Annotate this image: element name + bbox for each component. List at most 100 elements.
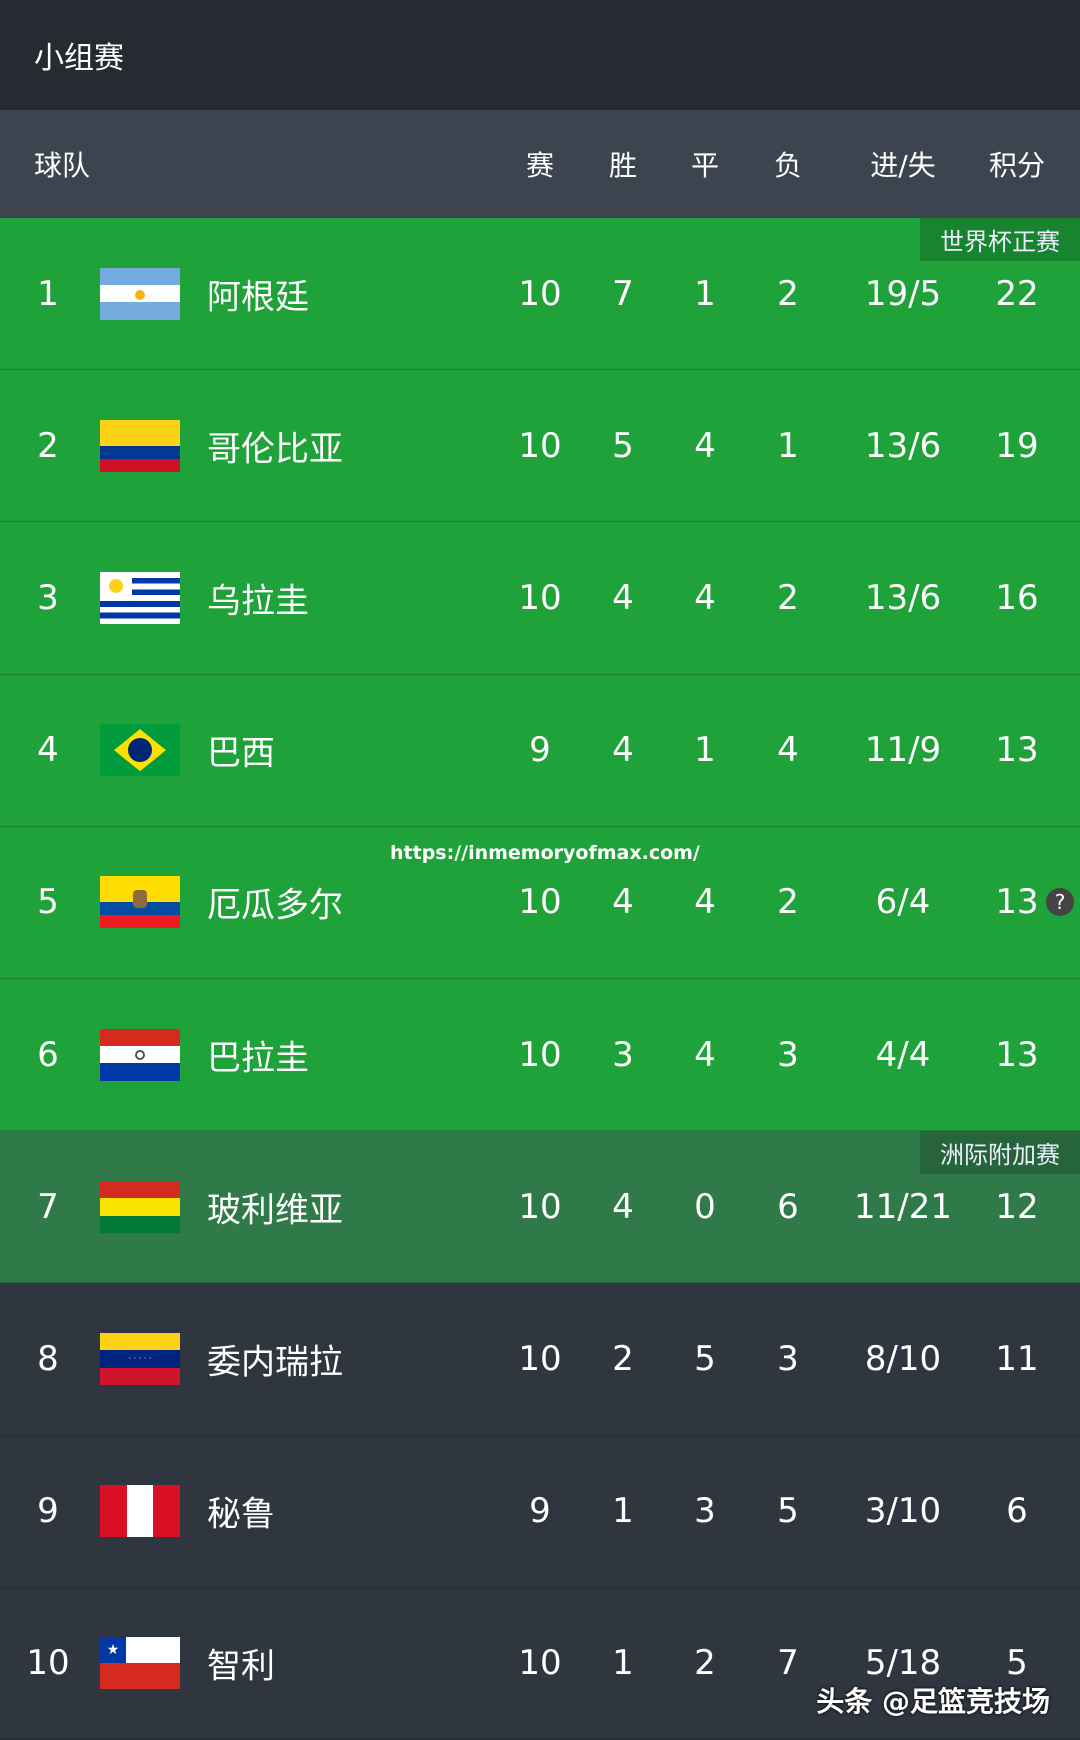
- flag-paraguay-icon: [100, 1028, 180, 1081]
- rank: 8: [37, 1338, 59, 1379]
- zone-label-qualify: 世界杯正赛: [920, 218, 1080, 261]
- table-row[interactable]: 2 哥伦比亚 10 5 4 1 13/6 19: [0, 370, 1080, 523]
- stat-pts: 13: [995, 730, 1039, 771]
- flag-peru-icon: [100, 1485, 180, 1538]
- stat-w: 4: [612, 577, 634, 618]
- rank: 3: [37, 577, 59, 618]
- stat-p: 10: [518, 425, 562, 466]
- stat-w: 4: [612, 1186, 634, 1227]
- stat-g: 19/5: [864, 273, 942, 314]
- flag-colombia-icon: [100, 419, 180, 472]
- stat-d: 2: [694, 1643, 716, 1684]
- stat-pts: 16: [995, 577, 1039, 618]
- table-row[interactable]: 6 巴拉圭 10 3 4 3 4/4 13: [0, 978, 1080, 1132]
- team-name[interactable]: 厄瓜多尔: [207, 885, 343, 926]
- team-name[interactable]: 委内瑞拉: [207, 1342, 343, 1383]
- header-won: 胜: [608, 149, 638, 182]
- table-row[interactable]: 10 ★ 智利 10 1 2 7 5/18 5: [0, 1587, 1080, 1740]
- help-icon[interactable]: ?: [1046, 888, 1074, 917]
- stat-l: 3: [777, 1338, 799, 1379]
- table-row[interactable]: 5 厄瓜多尔 10 4 4 2 6/4 13?: [0, 826, 1080, 979]
- url-overlay: https://inmemoryofmax.com/: [390, 842, 700, 864]
- header-lost: 负: [773, 149, 803, 182]
- stat-p: 10: [518, 1034, 562, 1075]
- stat-w: 5: [612, 425, 634, 466]
- stat-g: 11/21: [854, 1186, 952, 1227]
- team-name[interactable]: 阿根廷: [207, 277, 309, 318]
- flag-argentina-icon: [100, 267, 180, 320]
- stat-pts: 22: [995, 273, 1039, 314]
- rank: 1: [37, 273, 59, 314]
- stat-g: 3/10: [864, 1491, 942, 1532]
- stat-w: 2: [612, 1338, 634, 1379]
- header-team: 球队: [34, 149, 91, 182]
- stat-w: 1: [612, 1491, 634, 1532]
- stat-pts: 11: [995, 1338, 1039, 1379]
- flag-uruguay-icon: [100, 571, 180, 624]
- stat-p: 10: [518, 1186, 562, 1227]
- stat-d: 4: [694, 1034, 716, 1075]
- stat-pts: 19: [995, 425, 1039, 466]
- flag-ecuador-icon: [100, 876, 180, 929]
- stat-g: 5/18: [864, 1643, 942, 1684]
- stat-pts: 13: [995, 882, 1039, 923]
- team-name[interactable]: 智利: [207, 1646, 275, 1687]
- table-row[interactable]: 3 乌拉圭 10 4 4 2 13/6 16: [0, 522, 1080, 675]
- team-name[interactable]: 巴西: [207, 733, 275, 774]
- stat-p: 10: [518, 273, 562, 314]
- team-name[interactable]: 乌拉圭: [207, 581, 309, 622]
- table-row[interactable]: 8 · · · · · 委内瑞拉 10 2 5 3 8/10 11: [0, 1283, 1080, 1436]
- flag-venezuela-icon: · · · · ·: [100, 1332, 180, 1385]
- stat-w: 3: [612, 1034, 634, 1075]
- stat-g: 11/9: [864, 730, 942, 771]
- flag-chile-icon: ★: [100, 1637, 180, 1690]
- table-row[interactable]: 4 巴西 9 4 1 4 11/9 13: [0, 674, 1080, 827]
- stat-p: 10: [518, 882, 562, 923]
- stat-g: 4/4: [875, 1034, 931, 1075]
- team-name[interactable]: 哥伦比亚: [207, 429, 343, 470]
- stat-g: 13/6: [864, 577, 942, 618]
- rank: 6: [37, 1034, 59, 1075]
- team-name[interactable]: 巴拉圭: [207, 1038, 309, 1079]
- stat-l: 7: [777, 1643, 799, 1684]
- stat-w: 4: [612, 882, 634, 923]
- rank: 10: [26, 1643, 70, 1684]
- stat-g: 6/4: [875, 882, 931, 923]
- rank: 2: [37, 425, 59, 466]
- table-row[interactable]: 9 秘鲁 9 1 3 5 3/10 6: [0, 1435, 1080, 1588]
- stat-l: 5: [777, 1491, 799, 1532]
- stat-pts: 13: [995, 1034, 1039, 1075]
- stat-d: 0: [694, 1186, 716, 1227]
- stat-w: 1: [612, 1643, 634, 1684]
- stat-l: 4: [777, 730, 799, 771]
- header-played: 赛: [525, 149, 555, 182]
- stat-p: 10: [518, 1338, 562, 1379]
- team-name[interactable]: 玻利维亚: [207, 1190, 343, 1231]
- stat-d: 5: [694, 1338, 716, 1379]
- stat-l: 2: [777, 273, 799, 314]
- stat-pts: 12: [995, 1186, 1039, 1227]
- watermark: 头条 @足篮竞技场: [816, 1685, 1050, 1718]
- rank: 4: [37, 730, 59, 771]
- stat-l: 2: [777, 882, 799, 923]
- stat-d: 4: [694, 577, 716, 618]
- rank: 5: [37, 882, 59, 923]
- stat-p: 10: [518, 1643, 562, 1684]
- stat-g: 13/6: [864, 425, 942, 466]
- team-name[interactable]: 秘鲁: [207, 1494, 275, 1535]
- header-drawn: 平: [690, 149, 720, 182]
- header-points: 积分: [988, 149, 1046, 182]
- stat-p: 9: [529, 730, 551, 771]
- rank: 7: [37, 1186, 59, 1227]
- stat-l: 1: [777, 425, 799, 466]
- stat-d: 4: [694, 425, 716, 466]
- title-bar: 小组赛: [0, 0, 1080, 110]
- stat-g: 8/10: [864, 1338, 942, 1379]
- stat-w: 7: [612, 273, 634, 314]
- table-row[interactable]: 世界杯正赛 1 阿根廷 10 7 1 2 19/5 22: [0, 218, 1080, 371]
- stat-d: 1: [694, 273, 716, 314]
- table-row[interactable]: 洲际附加赛 7 玻利维亚 10 4 0 6 11/21 12: [0, 1131, 1080, 1284]
- table-header: 球队 赛 胜 平 负 进/失 积分: [0, 110, 1080, 218]
- flag-bolivia-icon: [100, 1180, 180, 1233]
- flag-brazil-icon: [100, 724, 180, 777]
